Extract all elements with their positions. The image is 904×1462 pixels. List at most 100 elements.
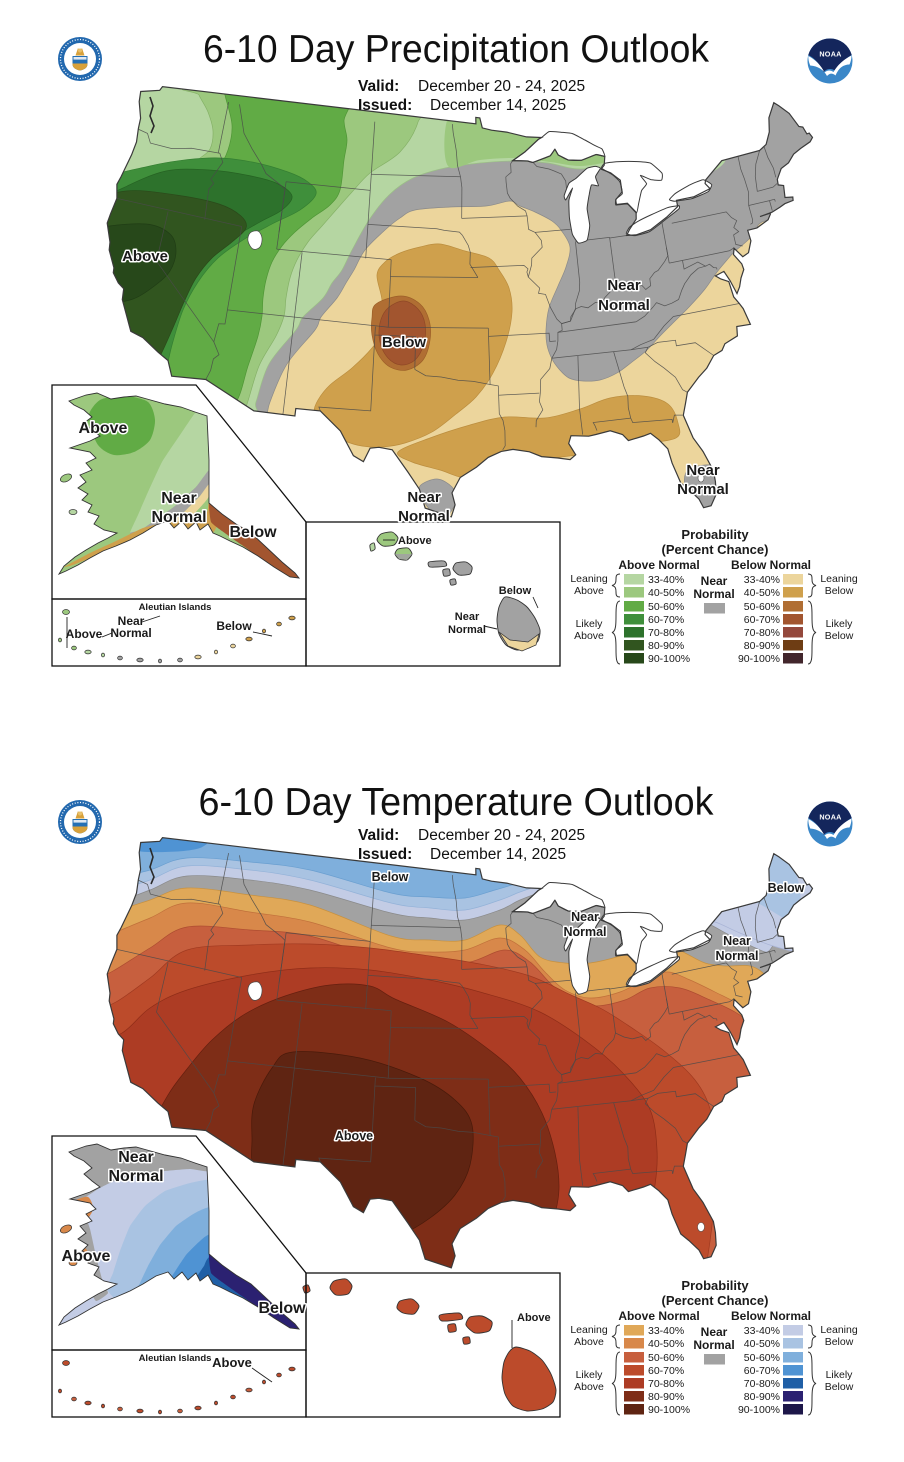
svg-text:Above: Above	[79, 420, 128, 437]
svg-text:Below: Below	[372, 870, 409, 884]
svg-text:33-40%: 33-40%	[744, 1325, 780, 1337]
svg-text:50-60%: 50-60%	[744, 601, 780, 613]
svg-text:(Percent Chance): (Percent Chance)	[662, 1293, 769, 1308]
svg-text:Above: Above	[66, 627, 103, 641]
svg-text:90-100%: 90-100%	[648, 653, 690, 665]
svg-text:Above: Above	[62, 1248, 111, 1265]
svg-text:90-100%: 90-100%	[648, 1404, 690, 1416]
svg-text:Above: Above	[212, 1355, 252, 1370]
svg-text:Normal: Normal	[677, 481, 729, 498]
svg-text:50-60%: 50-60%	[648, 1352, 684, 1364]
svg-text:Above: Above	[122, 248, 168, 265]
svg-text:Below: Below	[499, 585, 532, 597]
svg-text:December 20 - 24, 2025: December 20 - 24, 2025	[418, 827, 585, 844]
svg-text:Aleutian Islands: Aleutian Islands	[139, 602, 212, 613]
svg-text:33-40%: 33-40%	[648, 1325, 684, 1337]
svg-text:Below: Below	[229, 524, 277, 541]
svg-text:Normal: Normal	[715, 949, 758, 963]
svg-text:Near: Near	[723, 934, 751, 948]
svg-text:70-80%: 70-80%	[744, 627, 780, 639]
svg-text:December 14, 2025: December 14, 2025	[430, 97, 566, 114]
svg-text:Likely: Likely	[576, 1369, 604, 1381]
svg-text:Above Normal: Above Normal	[618, 558, 699, 572]
svg-text:Likely: Likely	[576, 618, 604, 630]
svg-text:60-70%: 60-70%	[744, 614, 780, 626]
svg-text:Probability: Probability	[681, 527, 749, 542]
svg-text:50-60%: 50-60%	[744, 1352, 780, 1364]
svg-text:Below: Below	[825, 630, 854, 642]
svg-text:40-50%: 40-50%	[744, 1338, 780, 1350]
svg-text:Below Normal: Below Normal	[731, 1309, 811, 1323]
svg-text:Aleutian Islands: Aleutian Islands	[139, 1353, 212, 1364]
svg-text:Normal: Normal	[598, 297, 650, 314]
svg-text:Normal: Normal	[563, 925, 606, 939]
svg-text:NOAA: NOAA	[819, 813, 841, 822]
svg-text:Near: Near	[118, 1149, 154, 1166]
svg-text:Near: Near	[701, 1325, 728, 1339]
svg-text:40-50%: 40-50%	[648, 1338, 684, 1350]
svg-text:Above: Above	[517, 1312, 551, 1324]
svg-text:40-50%: 40-50%	[648, 587, 684, 599]
svg-text:Normal: Normal	[693, 1338, 734, 1352]
svg-text:Below: Below	[825, 1336, 854, 1348]
svg-text:33-40%: 33-40%	[648, 574, 684, 586]
svg-text:50-60%: 50-60%	[648, 601, 684, 613]
svg-text:Above: Above	[574, 1381, 604, 1393]
svg-text:Normal: Normal	[398, 508, 450, 525]
svg-text:90-100%: 90-100%	[738, 653, 780, 665]
svg-text:December 20 - 24, 2025: December 20 - 24, 2025	[418, 78, 585, 95]
svg-text:80-90%: 80-90%	[648, 1391, 684, 1403]
svg-text:Normal: Normal	[108, 1168, 163, 1185]
svg-text:Normal: Normal	[151, 509, 206, 526]
svg-text:Near: Near	[407, 489, 441, 506]
svg-text:Normal: Normal	[448, 624, 486, 636]
svg-text:Near: Near	[607, 277, 641, 294]
svg-text:33-40%: 33-40%	[744, 574, 780, 586]
svg-text:Normal: Normal	[693, 587, 734, 601]
svg-text:90-100%: 90-100%	[738, 1404, 780, 1416]
svg-text:Above: Above	[574, 630, 604, 642]
svg-text:Above: Above	[574, 1336, 604, 1348]
svg-text:Normal: Normal	[110, 626, 151, 640]
svg-text:Below: Below	[382, 334, 427, 351]
svg-text:Likely: Likely	[826, 618, 854, 630]
svg-text:Leaning: Leaning	[820, 573, 858, 585]
svg-text:Valid:: Valid:	[358, 78, 399, 95]
svg-text:Near: Near	[161, 490, 197, 507]
svg-text:40-50%: 40-50%	[744, 587, 780, 599]
svg-text:Above: Above	[398, 535, 432, 547]
svg-text:Leaning: Leaning	[570, 1324, 608, 1336]
svg-text:Probability: Probability	[681, 1278, 749, 1293]
svg-text:Leaning: Leaning	[570, 573, 608, 585]
svg-text:Issued:: Issued:	[358, 846, 412, 863]
svg-text:Below: Below	[216, 619, 252, 633]
svg-text:Below: Below	[825, 1381, 854, 1393]
svg-text:Leaning: Leaning	[820, 1324, 858, 1336]
svg-text:(Percent Chance): (Percent Chance)	[662, 542, 769, 557]
svg-text:Valid:: Valid:	[358, 827, 399, 844]
svg-text:Near: Near	[701, 574, 728, 588]
svg-text:Above Normal: Above Normal	[618, 1309, 699, 1323]
svg-text:Near: Near	[571, 910, 599, 924]
svg-text:December 14, 2025: December 14, 2025	[430, 846, 566, 863]
svg-text:Below: Below	[258, 1300, 306, 1317]
svg-text:Near: Near	[118, 614, 145, 628]
svg-text:70-80%: 70-80%	[744, 1378, 780, 1390]
svg-text:70-80%: 70-80%	[648, 1378, 684, 1390]
svg-text:60-70%: 60-70%	[648, 1365, 684, 1377]
svg-text:80-90%: 80-90%	[744, 1391, 780, 1403]
svg-text:Near: Near	[455, 611, 480, 623]
svg-text:Issued:: Issued:	[358, 97, 412, 114]
svg-text:Likely: Likely	[826, 1369, 854, 1381]
svg-text:Below: Below	[825, 585, 854, 597]
svg-text:80-90%: 80-90%	[648, 640, 684, 652]
svg-text:Above: Above	[574, 585, 604, 597]
svg-text:6-10 Day Temperature Outlook: 6-10 Day Temperature Outlook	[199, 781, 714, 824]
svg-text:60-70%: 60-70%	[744, 1365, 780, 1377]
svg-text:NOAA: NOAA	[819, 50, 841, 59]
svg-text:Below: Below	[768, 881, 805, 895]
svg-text:80-90%: 80-90%	[744, 640, 780, 652]
svg-text:60-70%: 60-70%	[648, 614, 684, 626]
svg-text:Near: Near	[686, 462, 720, 479]
svg-text:70-80%: 70-80%	[648, 627, 684, 639]
